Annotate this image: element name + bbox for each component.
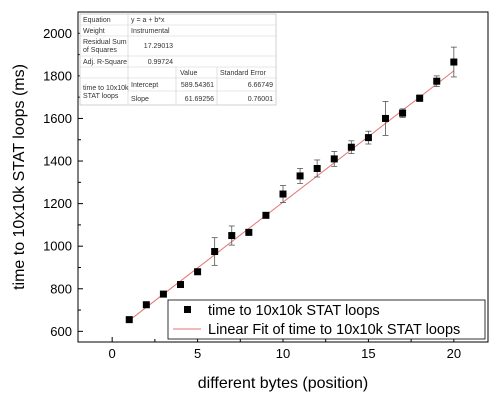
legend-box <box>167 299 486 340</box>
y-tick-label: 600 <box>50 324 72 339</box>
stats-slope-label: Slope <box>131 96 149 103</box>
y-axis: 600 800 1000 1200 1400 1600 1800 2000 <box>43 26 83 339</box>
legend: time to 10x10k STAT loops Linear Fit of … <box>167 299 486 340</box>
stats-intercept-value: 589.54361 <box>181 82 214 89</box>
stats-table-border <box>79 13 277 106</box>
stats-rss-label-2: of Squares <box>83 47 117 54</box>
data-point <box>399 109 407 117</box>
legend-label-fit: Linear Fit of time to 10x10k STAT loops <box>208 322 460 338</box>
data-point <box>125 316 133 324</box>
x-axis-title: different bytes (position) <box>198 375 368 392</box>
data-point <box>228 232 236 240</box>
stats-weight-value: Instrumental <box>131 28 170 35</box>
stats-table-grid <box>80 14 276 105</box>
data-point <box>313 164 321 172</box>
stats-row-label-2: STAT loops <box>83 93 119 100</box>
x-tick-label: 20 <box>447 346 461 361</box>
stats-equation-value: y = a + b*x <box>131 17 165 24</box>
data-point <box>347 143 355 151</box>
data-point <box>245 228 253 236</box>
data-point <box>382 114 389 122</box>
data-point <box>211 248 219 256</box>
y-tick-label: 1600 <box>43 111 72 126</box>
stats-slope-error: 0.76001 <box>248 96 273 103</box>
data-points-layer <box>125 46 458 324</box>
stats-rss-value: 17.29013 <box>144 43 173 50</box>
stats-table: Equation y = a + b*x Weight Instrumental… <box>79 13 277 106</box>
stats-slope-value: 61.69256 <box>185 96 214 103</box>
y-axis-title: time to 10x10k STAT loops (ms) <box>11 64 28 290</box>
data-point <box>142 301 150 309</box>
stats-adjr-label: Adj. R-Square <box>83 59 127 66</box>
y-tick-label: 1800 <box>43 68 72 83</box>
y-tick-label: 1200 <box>43 196 72 211</box>
y-tick-label: 1000 <box>43 239 72 254</box>
stats-weight-label: Weight <box>83 28 105 35</box>
y-tick-label: 2000 <box>43 26 72 41</box>
legend-marker-square <box>184 306 191 313</box>
data-point <box>416 94 424 102</box>
stats-col-value: Value <box>180 70 197 77</box>
data-point <box>330 155 338 163</box>
x-axis: 0 5 10 15 20 <box>109 337 461 361</box>
x-tick-label: 10 <box>276 346 290 361</box>
stats-adjr-value: 0.99724 <box>148 59 173 66</box>
stats-row-label: time to 10x10k <box>83 85 129 92</box>
x-tick-label: 15 <box>361 346 375 361</box>
y-tick-label: 800 <box>50 281 72 296</box>
data-point <box>364 134 372 142</box>
data-point <box>262 211 270 219</box>
data-point <box>279 190 287 198</box>
y-tick-label: 1400 <box>43 154 72 169</box>
data-point <box>194 268 202 276</box>
stats-intercept-label: Intercept <box>131 82 158 89</box>
stats-rss-label: Residual Sum <box>83 39 127 46</box>
stats-intercept-error: 6.66749 <box>248 82 273 89</box>
data-point <box>296 172 304 180</box>
stats-col-error: Standard Error <box>220 70 267 77</box>
data-point <box>450 58 458 66</box>
x-tick-label: 0 <box>109 346 116 361</box>
x-tick-label: 5 <box>194 346 201 361</box>
legend-label-points: time to 10x10k STAT loops <box>208 303 380 319</box>
data-point <box>177 281 184 289</box>
data-point <box>433 77 441 85</box>
data-point <box>159 290 167 298</box>
stats-equation-label: Equation <box>83 17 111 24</box>
